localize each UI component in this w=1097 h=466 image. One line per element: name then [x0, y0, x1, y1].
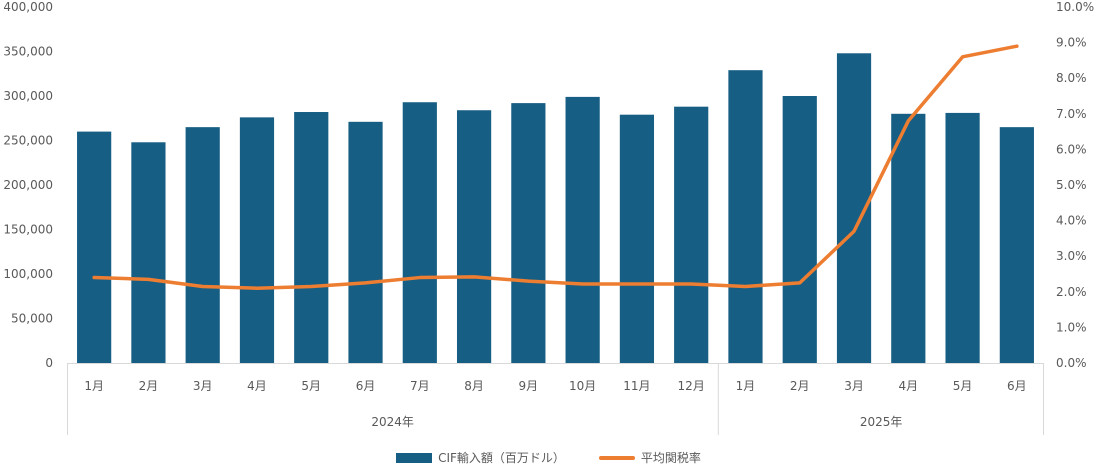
- bar: [131, 142, 166, 363]
- bar: [782, 96, 817, 363]
- y-left-tick-label: 350,000: [3, 45, 53, 59]
- y-right-tick-label: 8.0%: [1056, 71, 1087, 85]
- line-point: [1015, 44, 1019, 48]
- x-tick-label: 5月: [953, 379, 973, 393]
- line-point: [472, 275, 476, 279]
- line-point: [689, 282, 693, 286]
- x-tick-label: 1月: [84, 379, 104, 393]
- line-point: [961, 55, 965, 59]
- y-right-tick-label: 10.0%: [1056, 0, 1094, 14]
- x-tick-label: 4月: [247, 379, 267, 393]
- y-left-tick-label: 200,000: [3, 178, 53, 192]
- y-left-tick-label: 50,000: [11, 312, 53, 326]
- x-tick-label: 11月: [623, 379, 650, 393]
- line-point: [526, 279, 530, 283]
- y-left-tick-label: 250,000: [3, 134, 53, 148]
- x-tick-label: 3月: [193, 379, 213, 393]
- bar: [511, 103, 546, 364]
- bar: [565, 96, 600, 363]
- line-point: [201, 284, 205, 288]
- line-point: [635, 282, 639, 286]
- line-point: [743, 284, 747, 288]
- year-label: 2024年: [371, 415, 414, 429]
- y-right-tick-label: 3.0%: [1056, 249, 1087, 263]
- line-point: [364, 281, 368, 285]
- y-right-tick-label: 9.0%: [1056, 36, 1087, 50]
- y-left-tick-label: 400,000: [3, 0, 53, 14]
- y-right-tick-label: 2.0%: [1056, 285, 1087, 299]
- legend-item-cif: CIF輸入額（百万ドル）: [396, 449, 565, 466]
- x-tick-label: 5月: [301, 379, 321, 393]
- legend: CIF輸入額（百万ドル） 平均関税率: [0, 449, 1097, 466]
- line-point: [906, 119, 910, 123]
- line-point: [309, 284, 313, 288]
- x-tick-label: 10月: [569, 379, 596, 393]
- legend-label-cif: CIF輸入額（百万ドル）: [438, 451, 565, 465]
- bar: [728, 70, 763, 363]
- bar: [239, 117, 275, 363]
- line-point: [92, 276, 96, 280]
- line-point: [146, 277, 150, 281]
- y-right-tick-label: 6.0%: [1056, 142, 1087, 156]
- line-point: [418, 276, 422, 280]
- bar: [77, 131, 112, 363]
- y-right-tick-label: 1.0%: [1056, 320, 1087, 334]
- bar: [619, 114, 655, 363]
- bar: [402, 102, 437, 363]
- y-left-tick-label: 0: [45, 356, 53, 370]
- line-point: [255, 286, 259, 290]
- legend-swatch-line: [598, 455, 635, 460]
- bar: [456, 110, 492, 364]
- y-right-tick-label: 0.0%: [1056, 356, 1087, 370]
- x-tick-label: 2月: [139, 379, 159, 393]
- x-tick-label: 4月: [898, 379, 918, 393]
- bar: [348, 121, 383, 363]
- x-tick-label: 6月: [356, 379, 376, 393]
- year-label: 2025年: [860, 415, 903, 429]
- bar: [674, 106, 709, 364]
- bar: [294, 112, 329, 364]
- bar: [945, 112, 980, 363]
- x-tick-label: 8月: [464, 379, 484, 393]
- x-tick-label: 3月: [844, 379, 864, 393]
- y-right-tick-label: 5.0%: [1056, 178, 1087, 192]
- y-left-tick-label: 150,000: [3, 223, 53, 237]
- line-point: [852, 229, 856, 233]
- bar: [891, 113, 926, 363]
- x-tick-label: 2月: [790, 379, 810, 393]
- series-line-tariff: [92, 44, 1019, 290]
- y-right-tick-label: 4.0%: [1056, 214, 1087, 228]
- y-left-tick-label: 300,000: [3, 89, 53, 103]
- x-tick-label: 12月: [678, 379, 705, 393]
- line-point: [798, 281, 802, 285]
- y-left-tick-label: 100,000: [3, 267, 53, 281]
- bar: [185, 127, 220, 364]
- x-tick-label: 1月: [736, 379, 756, 393]
- legend-item-tariff: 平均関税率: [598, 449, 701, 466]
- line-point: [581, 282, 585, 286]
- x-tick-label: 7月: [410, 379, 430, 393]
- x-tick-label: 9月: [519, 379, 539, 393]
- legend-swatch-bar: [396, 452, 433, 463]
- bar: [999, 127, 1034, 364]
- legend-label-tariff: 平均関税率: [640, 451, 701, 465]
- x-tick-label: 6月: [1007, 379, 1027, 393]
- combo-chart: 0 50,000 100,000 150,000 200,000 250,000 300,0…: [3, 0, 1094, 435]
- y-right-tick-label: 7.0%: [1056, 107, 1087, 121]
